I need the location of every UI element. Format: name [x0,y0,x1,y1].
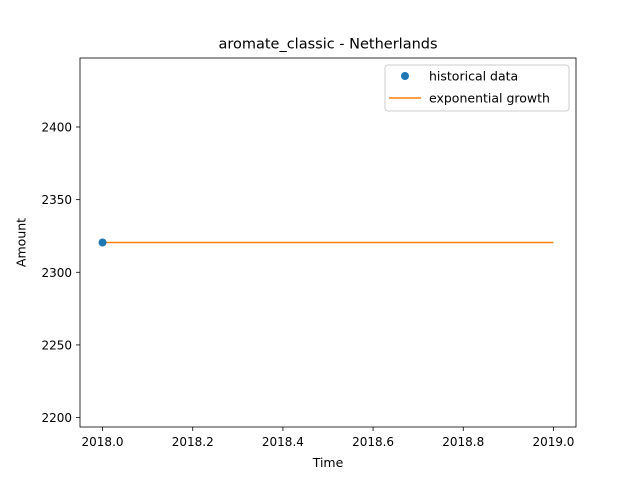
legend-frame [384,64,570,112]
x-tick-label: 2018.2 [172,435,214,449]
y-tick-label: 2350 [41,193,72,207]
legend: historical data exponential growth [384,64,570,112]
y-tick-label: 2400 [41,121,72,135]
x-axis-ticks: 2018.0 2018.2 2018.4 2018.6 2018.8 2019.0 [82,427,574,449]
x-tick-label: 2018.8 [442,435,484,449]
legend-marker-historical-data [401,72,409,80]
y-tick-label: 2300 [41,266,72,280]
legend-label-exponential-growth: exponential growth [429,91,550,106]
x-tick-label: 2018.6 [352,435,394,449]
x-axis-label: Time [312,455,344,470]
series-layer [98,238,554,247]
x-tick-label: 2019.0 [532,435,574,449]
data-point-historical-data [98,238,107,247]
plot-area-frame [79,57,577,428]
y-axis-label: Amount [14,218,29,267]
y-axis-ticks: 2200 2250 2300 2350 2400 [41,121,80,425]
y-tick-label: 2250 [41,338,72,352]
chart-title: aromate_classic - Netherlands [218,37,437,53]
x-tick-label: 2018.0 [82,435,124,449]
y-tick-label: 2200 [41,411,72,425]
x-tick-label: 2018.4 [262,435,304,449]
legend-label-historical-data: historical data [429,69,518,84]
